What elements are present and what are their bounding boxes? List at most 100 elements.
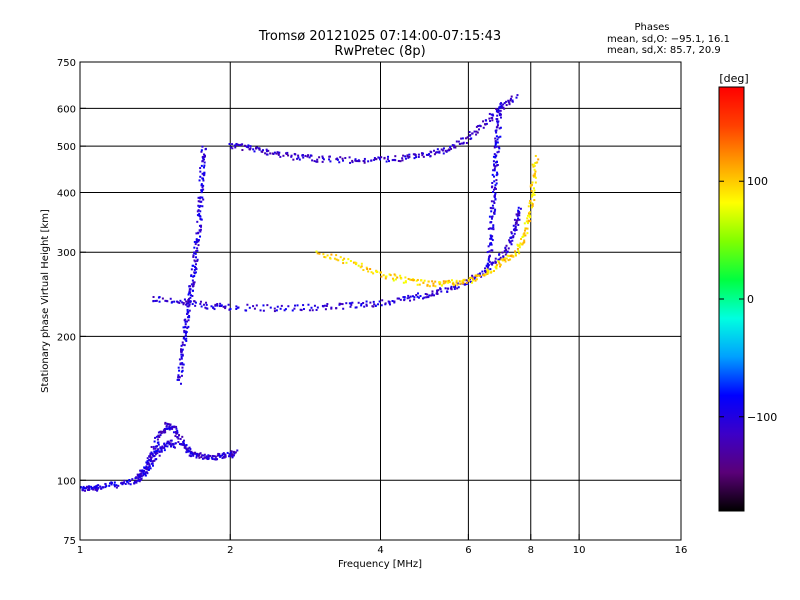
data-point: [203, 161, 206, 164]
data-point: [321, 160, 324, 163]
data-point: [286, 151, 289, 154]
data-point: [233, 144, 236, 147]
data-point: [164, 428, 167, 431]
data-point: [491, 263, 494, 266]
data-point: [416, 283, 419, 286]
data-point: [188, 288, 191, 291]
data-point: [455, 281, 458, 284]
data-point: [436, 292, 439, 295]
data-point: [193, 240, 196, 243]
data-point: [471, 277, 474, 280]
data-point: [144, 466, 147, 469]
data-point: [181, 362, 184, 365]
data-point: [523, 229, 526, 232]
data-point: [481, 270, 484, 273]
data-point: [175, 427, 178, 430]
data-point: [136, 479, 139, 482]
data-point: [503, 257, 506, 260]
data-point: [218, 454, 221, 457]
data-point: [195, 241, 198, 244]
data-point: [149, 460, 152, 463]
data-point: [193, 251, 196, 254]
data-point: [451, 282, 454, 285]
data-point: [167, 441, 170, 444]
data-point: [168, 425, 171, 428]
data-point: [142, 472, 145, 475]
data-point: [166, 423, 169, 426]
data-point: [153, 459, 156, 462]
data-point: [505, 249, 508, 252]
data-point: [488, 117, 491, 120]
data-point: [497, 150, 500, 153]
data-point: [153, 451, 156, 454]
data-point: [203, 172, 206, 175]
data-point: [532, 174, 535, 177]
data-point: [377, 156, 380, 159]
data-point: [516, 214, 519, 217]
data-point: [161, 445, 164, 448]
data-point: [492, 169, 495, 172]
data-point: [302, 304, 305, 307]
data-point: [108, 482, 111, 485]
data-point: [91, 487, 94, 490]
data-point: [291, 309, 294, 312]
data-point: [161, 297, 164, 300]
data-point: [235, 307, 238, 310]
data-point: [516, 243, 519, 246]
data-point: [300, 309, 303, 312]
data-point: [137, 473, 140, 476]
data-point: [404, 276, 407, 279]
y-tick-label: 200: [57, 332, 76, 343]
data-point: [195, 452, 198, 455]
data-point: [461, 137, 464, 140]
data-point: [278, 151, 281, 154]
data-point: [326, 254, 329, 257]
data-point: [152, 445, 155, 448]
data-point: [128, 478, 131, 481]
data-point: [160, 450, 163, 453]
data-point: [180, 344, 183, 347]
data-point: [154, 436, 157, 439]
data-point: [532, 164, 535, 167]
data-point: [408, 296, 411, 299]
data-point: [511, 99, 514, 102]
data-point: [164, 431, 167, 434]
data-point: [510, 243, 513, 246]
data-point: [180, 353, 183, 356]
data-point: [506, 254, 509, 257]
data-point: [372, 272, 375, 275]
data-point: [371, 305, 374, 308]
data-point: [513, 218, 516, 221]
data-point: [509, 97, 512, 100]
data-point: [185, 302, 188, 305]
x-tick-label: 2: [227, 545, 233, 556]
data-point: [431, 280, 434, 283]
data-point: [362, 301, 365, 304]
data-point: [380, 304, 383, 307]
data-point: [177, 441, 180, 444]
data-point: [446, 290, 449, 293]
data-point: [280, 304, 283, 307]
data-point: [322, 305, 325, 308]
data-point: [267, 149, 270, 152]
data-point: [461, 280, 464, 283]
data-point: [321, 155, 324, 158]
data-point: [196, 247, 199, 250]
data-point: [490, 270, 493, 273]
data-point: [494, 198, 497, 201]
data-point: [511, 239, 514, 242]
data-point: [200, 225, 203, 228]
data-point: [415, 279, 418, 282]
data-point: [528, 202, 531, 205]
data-point: [436, 291, 439, 294]
data-point: [515, 96, 518, 99]
data-point: [207, 455, 210, 458]
data-point: [488, 260, 491, 263]
data-point: [514, 254, 517, 257]
data-point: [499, 102, 502, 105]
data-point: [152, 299, 155, 302]
data-point: [437, 289, 440, 292]
data-point: [183, 444, 186, 447]
data-point: [375, 158, 378, 161]
data-point: [276, 151, 279, 154]
